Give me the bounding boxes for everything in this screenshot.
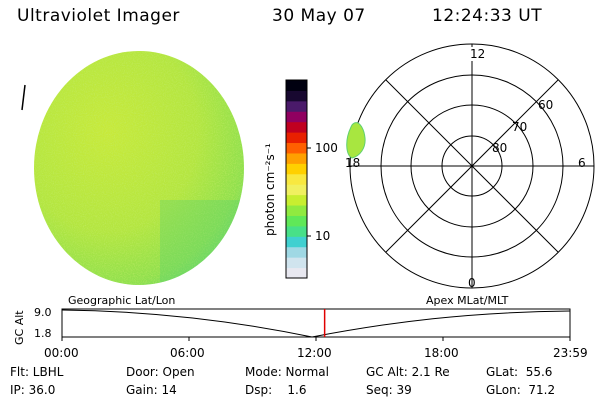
orbit-label-apex: Apex MLat/MLT — [426, 294, 509, 307]
status-glon: GLon: 71.2 — [486, 383, 556, 397]
polar-label-12: 12 — [470, 47, 486, 61]
status-door: Door: Open — [126, 365, 195, 379]
colorbar-tick-10: 10 — [315, 229, 331, 243]
orbit-xtick-1: 06:00 — [170, 346, 205, 360]
orbit-label-geographic: Geographic Lat/Lon — [68, 294, 176, 307]
polar-ring-label-60: 60 — [538, 98, 554, 112]
auroral-emission-patch — [346, 122, 366, 159]
status-mode: Mode: Normal — [245, 365, 329, 379]
colorbar-segment — [286, 257, 307, 269]
orbit-xtick-0: 00:00 — [44, 346, 79, 360]
orbit-xtick-2: 12:00 — [297, 346, 332, 360]
polar-ring-label-80: 80 — [492, 141, 508, 155]
status-seq: Seq: 39 — [366, 383, 412, 397]
colorbar-segment — [286, 142, 307, 154]
colorbar-segment — [286, 225, 307, 237]
status-gain: Gain: 14 — [126, 383, 177, 397]
polar-label-6: 6 — [578, 156, 586, 170]
polar-label-18: 18 — [345, 156, 361, 170]
colorbar-segment — [286, 184, 307, 196]
status-dsp: Dsp: 1.6 — [245, 383, 307, 397]
instrument-title: Ultraviolet Imager — [17, 6, 180, 26]
observation-time: 12:24:33 UT — [432, 6, 543, 26]
observation-date: 30 May 07 — [272, 6, 366, 26]
polar-label-0: 0 — [468, 276, 476, 290]
status-gc-alt: GC Alt: 2.1 Re — [366, 365, 450, 379]
colorbar-segment — [286, 173, 307, 185]
colorbar-segment — [286, 90, 307, 102]
orbit-xtick-3: 18:00 — [424, 346, 459, 360]
orbit-ytick-max: 9.0 — [34, 306, 52, 319]
colorbar-segment — [286, 100, 307, 112]
colorbar-border — [285, 79, 308, 279]
colorbar-segment — [286, 132, 307, 144]
colorbar-segment — [286, 111, 307, 123]
colorbar-segment — [286, 267, 307, 279]
colorbar-segment — [286, 246, 307, 258]
colorbar-segment — [286, 163, 307, 175]
colorbar-tick-100: 100 — [315, 141, 338, 155]
orientation-marker — [21, 84, 26, 111]
orbit-xtick-4: 23:59 — [553, 346, 588, 360]
orbit-ytick-min: 1.8 — [34, 327, 52, 340]
status-glat: GLat: 55.6 — [486, 365, 553, 379]
colorbar-segment — [286, 121, 307, 133]
colorbar-segment — [286, 80, 307, 91]
colorbar-segment — [286, 152, 307, 164]
colorbar-segment — [286, 205, 307, 216]
colorbar-segment — [286, 194, 307, 206]
status-ip: IP: 36.0 — [10, 383, 56, 397]
polar-ring-label-70: 70 — [512, 120, 528, 134]
status-filter: Flt: LBHL — [10, 365, 64, 379]
colorbar-segment — [286, 215, 307, 227]
colorbar-segment — [286, 236, 307, 248]
